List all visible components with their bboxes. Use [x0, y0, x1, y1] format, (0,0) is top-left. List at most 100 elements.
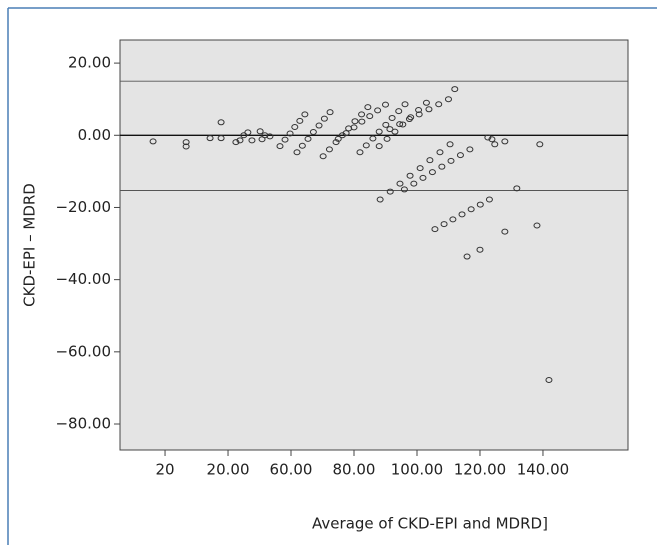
point [484, 134, 492, 141]
point [415, 107, 423, 114]
point [426, 157, 434, 164]
point [182, 143, 190, 150]
point [451, 86, 459, 93]
point [358, 111, 366, 118]
x-tick-label: 120.00 [454, 461, 507, 479]
y-tick-label: −80.00 [55, 415, 111, 433]
point [449, 216, 457, 223]
y-tick-label: −60.00 [55, 342, 111, 360]
point [436, 149, 444, 156]
y-tick-label: −20.00 [55, 198, 111, 216]
point [293, 149, 301, 156]
point [315, 122, 323, 129]
point [296, 117, 304, 124]
plot-area [119, 39, 629, 451]
point [440, 221, 448, 228]
x-tick-label: 100.00 [391, 461, 444, 479]
point [401, 101, 409, 108]
x-axis-label: Average of CKD-EPI and MDRD] [312, 515, 548, 533]
point [248, 137, 256, 144]
point [536, 141, 544, 148]
point [545, 376, 553, 383]
y-tick-label: −40.00 [55, 270, 111, 288]
point [467, 206, 475, 213]
point [358, 118, 366, 125]
point [376, 196, 384, 203]
point [447, 157, 455, 164]
point [456, 152, 464, 159]
point [149, 138, 157, 145]
point [276, 143, 284, 150]
point [350, 124, 358, 131]
point [458, 211, 466, 218]
point [375, 128, 383, 135]
point [415, 111, 423, 118]
point [501, 228, 509, 235]
point [256, 128, 264, 135]
point [416, 165, 424, 172]
point [217, 119, 225, 126]
point [351, 118, 359, 125]
point [342, 130, 350, 137]
point [369, 135, 377, 142]
point [422, 99, 430, 106]
point [244, 129, 252, 136]
x-tick-label: 80.00 [333, 461, 376, 479]
point [386, 188, 394, 195]
y-tick-label: 0.00 [78, 126, 111, 144]
point [476, 201, 484, 208]
point [485, 196, 493, 203]
point [326, 109, 334, 116]
point [291, 123, 299, 130]
point [374, 107, 382, 114]
point [217, 135, 225, 142]
point [396, 121, 404, 128]
point [446, 141, 454, 148]
point [298, 142, 306, 149]
point [419, 174, 427, 181]
point [435, 101, 443, 108]
point [236, 137, 244, 144]
point [304, 135, 312, 142]
point [362, 142, 370, 149]
point [319, 153, 327, 160]
point [381, 101, 389, 108]
x-tick-label: 140.00 [517, 461, 570, 479]
point [309, 129, 317, 136]
point [383, 135, 391, 142]
point [266, 133, 274, 140]
x-tick-label: 20.00 [207, 461, 250, 479]
point [206, 135, 214, 142]
y-axis-label: CKD-EPI – MDRD [21, 183, 39, 307]
point [375, 143, 383, 150]
point [325, 146, 333, 153]
point [364, 104, 372, 111]
point [232, 139, 240, 146]
point [382, 121, 390, 128]
point [395, 108, 403, 115]
point [182, 139, 190, 146]
point [513, 185, 521, 192]
y-tick-label: 20.00 [68, 54, 111, 72]
point [463, 253, 471, 260]
point [356, 149, 364, 156]
point [399, 121, 407, 128]
point [488, 136, 496, 143]
x-tick-label: 60.00 [270, 461, 313, 479]
point [332, 139, 340, 146]
point [428, 169, 436, 176]
point [301, 111, 309, 118]
point [261, 132, 269, 139]
point [366, 113, 374, 120]
point [438, 163, 446, 170]
point [281, 136, 289, 143]
point [334, 135, 342, 142]
point [396, 180, 404, 187]
point [405, 116, 413, 123]
point [320, 115, 328, 122]
point [388, 114, 396, 121]
point [410, 180, 418, 187]
point [406, 172, 414, 179]
